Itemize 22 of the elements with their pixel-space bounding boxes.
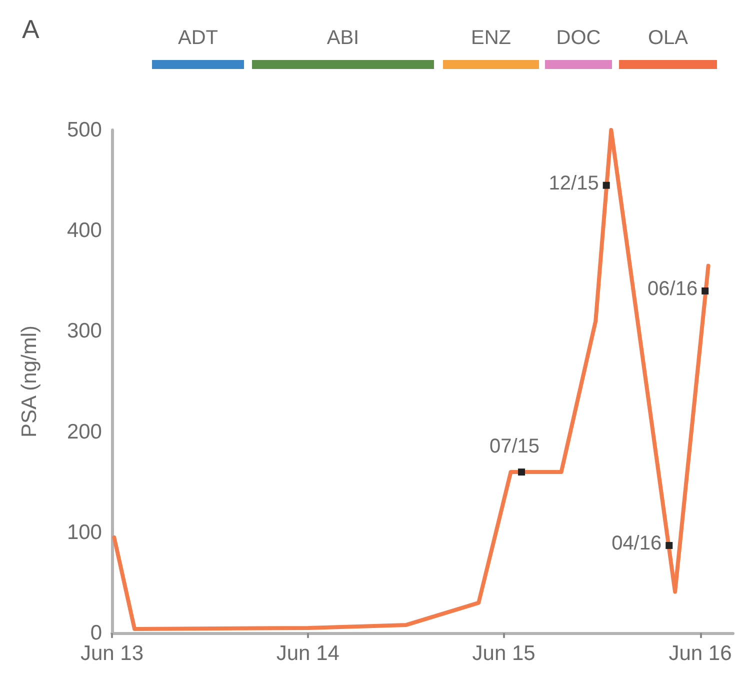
y-tick-label: 300: [66, 320, 102, 343]
text: DOC: [556, 27, 601, 49]
text: ADT: [178, 27, 218, 49]
text: A: [22, 14, 40, 44]
x-tick-label: Jun 15: [472, 642, 536, 665]
text: ENZ: [471, 27, 511, 49]
x-tick-label: Jun 16: [668, 642, 732, 665]
y-axis-title: PSA (ng/ml): [18, 325, 41, 438]
line-series: [112, 128, 710, 631]
annotation: 12/15: [548, 172, 599, 194]
text: OLA: [648, 27, 689, 49]
annotation: 06/16: [648, 278, 698, 300]
y-tick-label: 500: [66, 118, 102, 142]
y-tick-label: 200: [66, 420, 102, 444]
text: ABI: [326, 27, 360, 49]
annotation: 07/15: [489, 436, 540, 458]
y-tick-label: 400: [66, 219, 102, 242]
y-tick-label: 0: [90, 622, 102, 644]
x-tick-label: Jun 13: [80, 642, 144, 665]
x-tick-label: Jun 14: [276, 642, 340, 665]
annotation: 04/16: [612, 532, 662, 554]
y-tick-label: 100: [66, 520, 102, 544]
